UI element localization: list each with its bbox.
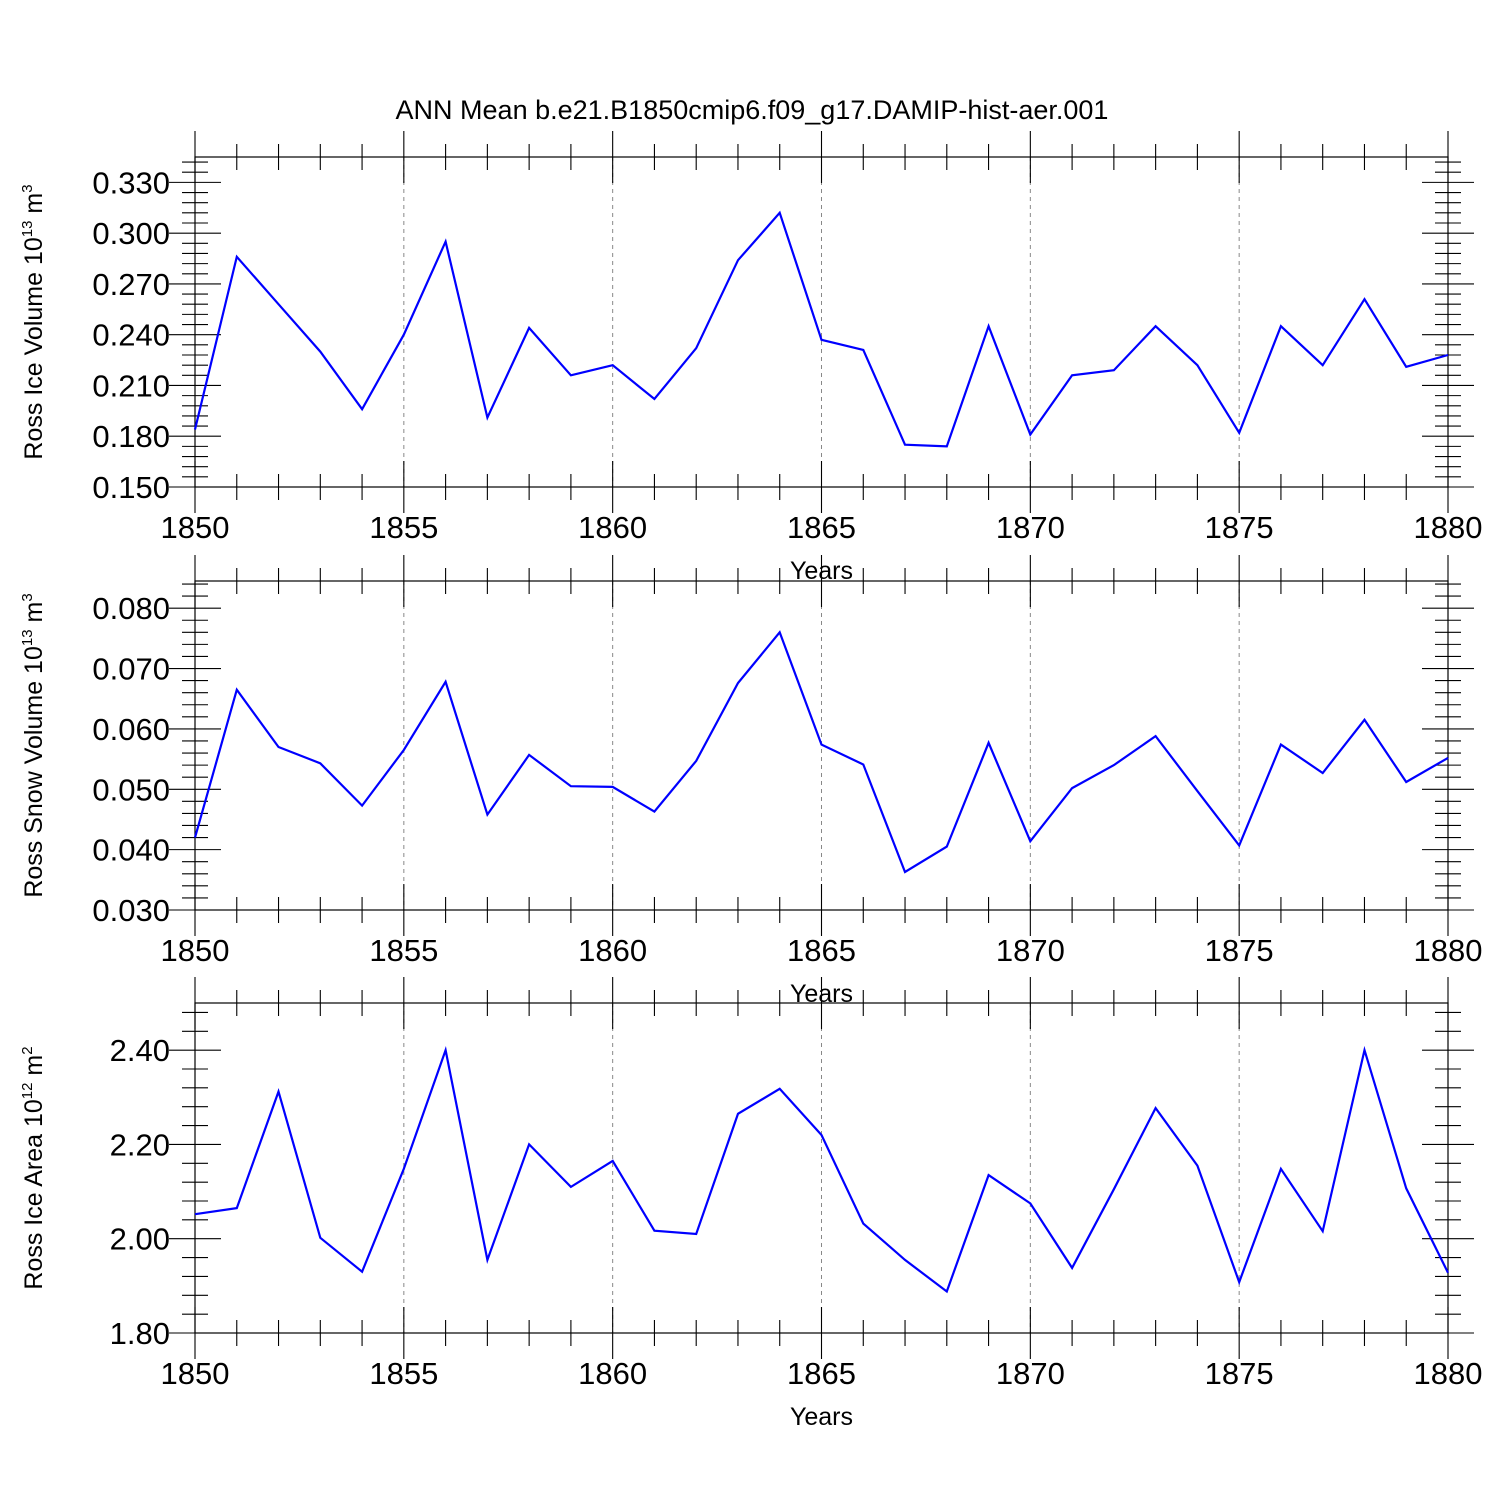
y-tick-label: 0.180 — [92, 419, 170, 454]
x-tick-label: 1860 — [578, 1356, 647, 1391]
x-tick-label: 1855 — [369, 510, 438, 545]
chart-panel-3: 1.80 2.00 2.20 2.40 1850 1855 1860 1865 1870 1875… — [19, 977, 1482, 1431]
series-line — [193, 210, 1449, 448]
y-axis-label-superscript: 3 — [19, 593, 36, 601]
y-tick-label: 0.300 — [92, 216, 170, 251]
series-line — [193, 630, 1449, 874]
y-axis-label: Ross Ice Volume 1013 m3 — [19, 184, 48, 459]
y-axis-label-text: m — [20, 602, 48, 630]
y-axis-label-superscript: 2 — [19, 1046, 36, 1054]
y-axis-label: Ross Snow Volume 1013 m3 — [19, 593, 48, 897]
x-tick-label: 1880 — [1414, 1356, 1483, 1391]
x-tick-label: 1870 — [996, 933, 1065, 968]
x-tick-label: 1850 — [161, 933, 230, 968]
x-tick-label: 1850 — [161, 1356, 230, 1391]
y-axis-label-superscript: 12 — [19, 1083, 36, 1100]
y-axis-label-text: Ross Ice Volume 10 — [20, 237, 48, 459]
y-tick-label: 0.050 — [92, 772, 170, 807]
x-tick-label: 1850 — [161, 510, 230, 545]
x-tick-label: 1880 — [1414, 510, 1483, 545]
y-tick-label: 0.150 — [92, 470, 170, 505]
series-line — [194, 1045, 1449, 1294]
y-axis-label-superscript: 13 — [19, 629, 36, 646]
y-axis-label-text: m — [20, 193, 48, 221]
y-tick-label: 0.040 — [92, 833, 170, 868]
y-axis-label-text: Ross Ice Area 10 — [20, 1099, 48, 1289]
figure-title: ANN Mean b.e21.B1850cmip6.f09_g17.DAMIP-… — [396, 95, 1109, 125]
x-tick-label: 1865 — [787, 933, 856, 968]
x-tick-label: 1875 — [1205, 933, 1274, 968]
y-tick-label: 0.270 — [92, 267, 170, 302]
x-tick-label: 1875 — [1205, 1356, 1274, 1391]
x-tick-label: 1860 — [578, 933, 647, 968]
y-tick-label: 0.240 — [92, 318, 170, 353]
y-tick-label: 0.030 — [92, 893, 170, 928]
x-tick-label: 1875 — [1205, 510, 1274, 545]
x-tick-label: 1880 — [1414, 933, 1483, 968]
chart-panel-1: 0.150 0.180 0.210 0.240 0.270 0.300 0.330 1850 1… — [19, 131, 1482, 585]
y-tick-label: 0.070 — [92, 652, 170, 687]
y-axis-label-text: m — [20, 1055, 48, 1083]
y-tick-label: 2.20 — [110, 1127, 170, 1162]
y-axis-label-superscript: 3 — [19, 184, 36, 192]
x-tick-label: 1855 — [369, 933, 438, 968]
x-tick-label: 1870 — [996, 510, 1065, 545]
y-axis-label-superscript: 13 — [19, 221, 36, 238]
x-tick-label: 1860 — [578, 510, 647, 545]
x-axis-label: Years — [790, 1403, 853, 1431]
y-tick-label: 0.060 — [92, 712, 170, 747]
y-tick-label: 0.210 — [92, 368, 170, 403]
x-tick-label: 1865 — [787, 510, 856, 545]
x-tick-label: 1870 — [996, 1356, 1065, 1391]
y-tick-label: 2.00 — [110, 1222, 170, 1257]
y-axis-label-text: Ross Snow Volume 10 — [20, 646, 48, 898]
y-tick-label: 2.40 — [110, 1033, 170, 1068]
chart-panel-2: 0.030 0.040 0.050 0.060 0.070 0.080 1850 1855 18… — [19, 555, 1482, 1008]
x-tick-label: 1865 — [787, 1356, 856, 1391]
y-tick-label: 0.080 — [92, 591, 170, 626]
y-tick-label: 1.80 — [110, 1316, 170, 1351]
y-axis-label: Ross Ice Area 1012 m2 — [19, 1046, 48, 1289]
y-tick-label: 0.330 — [92, 165, 170, 200]
x-tick-label: 1855 — [369, 1356, 438, 1391]
